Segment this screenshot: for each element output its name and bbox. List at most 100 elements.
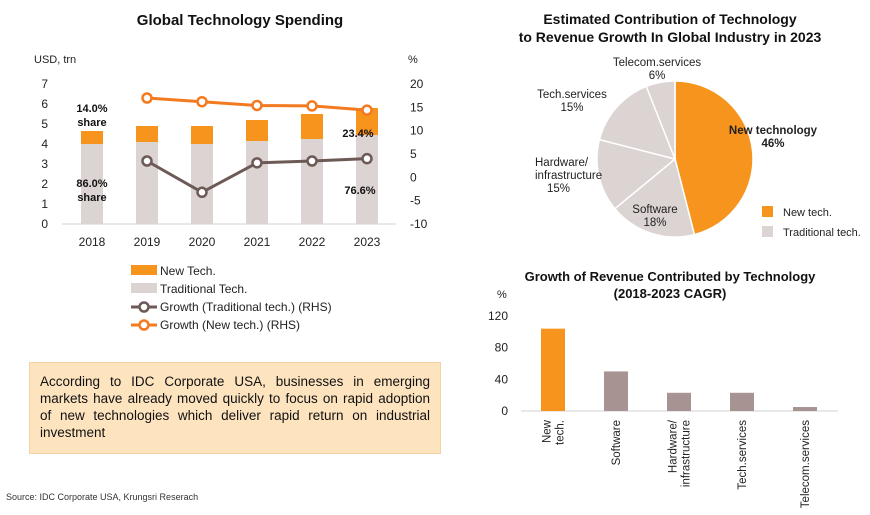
new-growth-point: [196, 95, 208, 108]
chart2-title-line1: Estimated Contribution of Technology: [543, 11, 797, 27]
cagr-category-label: Software: [611, 420, 623, 465]
traditional-growth-point: [251, 157, 263, 169]
year-label: 2018: [79, 235, 106, 249]
left-tick-label: 1: [41, 197, 48, 211]
chart3-title-line2: (2018-2023 CAGR): [613, 286, 727, 301]
cagr-category-label: infrastructure: [681, 420, 693, 487]
traditional-growth-point: [141, 155, 153, 167]
left-tick-label: 5: [41, 117, 48, 131]
legend-swatch: [131, 283, 157, 293]
traditional-tech-bar: [301, 139, 323, 224]
cagr-category-label: Hardware/: [668, 419, 680, 473]
chart1-title: Global Technology Spending: [136, 12, 344, 29]
pie-label: Software: [632, 204, 677, 216]
traditional-growth-point: [306, 155, 318, 167]
left-tick-label: 6: [41, 97, 48, 111]
chart2-title: Estimated Contribution of Technology to …: [470, 10, 870, 46]
idc-note-box: According to IDC Corporate USA, business…: [29, 362, 441, 454]
pie-slice: [674, 80, 754, 236]
pie-slice: [613, 157, 696, 238]
pie-label: New technology: [729, 125, 818, 137]
legend-label: Growth (Traditional tech.) (RHS): [160, 300, 332, 314]
cagr-category-label: Tech.services: [737, 420, 749, 490]
new-tech-bar: [136, 126, 158, 142]
cagr-category-label: New: [542, 419, 554, 443]
year-label: 2022: [299, 235, 326, 249]
pie-value-label: 46%: [761, 138, 784, 150]
pie-legend-label: New tech.: [783, 207, 832, 219]
pie-legend-swatch: [762, 206, 773, 217]
pie-legend-swatch: [762, 226, 773, 237]
chart3-title-line1: Growth of Revenue Contributed by Technol…: [524, 269, 816, 284]
trad-share-2018-label: 86.0%: [76, 178, 107, 190]
cagr-tick-label: 0: [501, 404, 508, 418]
legend-marker: [138, 301, 150, 313]
pie-value-label: 15%: [560, 102, 583, 114]
pie-slice: [598, 85, 677, 161]
left-tick-label: 4: [41, 137, 48, 151]
traditional-tech-bar: [136, 142, 158, 224]
legend-label: Growth (New tech.) (RHS): [160, 318, 300, 332]
cagr-category-label: Telecom.services: [800, 420, 812, 508]
source-text: Source: IDC Corporate USA, Krungsri Rese…: [6, 492, 199, 502]
legend-swatch: [131, 265, 157, 275]
new-share-2018-label: 14.0%: [76, 103, 107, 115]
left-tick-label: 0: [41, 217, 48, 231]
pie-label: infrastructure: [535, 170, 602, 182]
pie-value-label: 18%: [643, 217, 666, 229]
new-growth-point: [361, 104, 373, 116]
legend-label: Traditional Tech.: [160, 282, 247, 296]
right-axis-unit: %: [408, 54, 418, 66]
year-label: 2021: [244, 235, 271, 249]
left-tick-label: 7: [41, 77, 48, 91]
year-label: 2019: [134, 235, 161, 249]
traditional-tech-bar: [246, 141, 268, 224]
traditional-tech-bar: [191, 144, 213, 224]
new-growth-point: [306, 100, 318, 112]
chart3-title: Growth of Revenue Contributed by Technol…: [470, 268, 870, 302]
right-tick-label: 15: [410, 100, 424, 114]
left-axis-unit: USD, trn: [34, 54, 76, 66]
traditional-tech-bar: [356, 135, 378, 224]
trad-share-2018-sub: share: [77, 192, 106, 204]
new-tech-bar: [301, 114, 323, 139]
new-share-2023-label: 23.4%: [342, 128, 373, 140]
pie-label: Hardware/: [535, 157, 589, 169]
pie-value-label: 6%: [649, 70, 666, 82]
cagr-tick-label: 40: [495, 372, 509, 386]
new-share-2018-sub: share: [77, 117, 106, 129]
year-label: 2023: [354, 235, 381, 249]
pie-label: Tech.services: [537, 89, 607, 101]
pie-slice: [596, 138, 677, 210]
left-tick-label: 2: [41, 177, 48, 191]
pie-label: Telecom.services: [613, 57, 701, 69]
new-growth-point: [251, 99, 263, 112]
new-growth-point: [141, 92, 153, 104]
new-tech-bar: [246, 120, 268, 141]
cagr-category-label: tech.: [555, 420, 567, 445]
trad-share-2023-label: 76.6%: [344, 185, 375, 197]
cagr-axis-unit: %: [497, 289, 507, 301]
cagr-bar: [793, 407, 817, 411]
legend-label: New Tech.: [160, 264, 216, 278]
pie-value-label: 15%: [547, 183, 570, 195]
cagr-tick-label: 120: [488, 309, 508, 323]
cagr-bar: [604, 371, 628, 411]
right-tick-label: 5: [410, 147, 417, 161]
cagr-bar: [730, 392, 754, 411]
year-label: 2020: [189, 235, 216, 249]
pie-slice: [645, 80, 676, 160]
pie-legend-label: Traditional tech.: [783, 227, 861, 239]
new-tech-bar: [356, 108, 378, 135]
right-tick-label: 0: [410, 170, 417, 184]
cagr-bar: [667, 392, 691, 411]
cagr-bar: [541, 328, 565, 411]
right-tick-label: 20: [410, 77, 424, 91]
chart2-title-line2: to Revenue Growth In Global Industry in …: [518, 29, 822, 45]
traditional-tech-bar: [81, 144, 103, 224]
cagr-tick-label: 80: [495, 341, 509, 355]
right-tick-label: -10: [410, 217, 428, 231]
legend-marker: [138, 319, 150, 331]
new-tech-bar: [81, 131, 103, 144]
